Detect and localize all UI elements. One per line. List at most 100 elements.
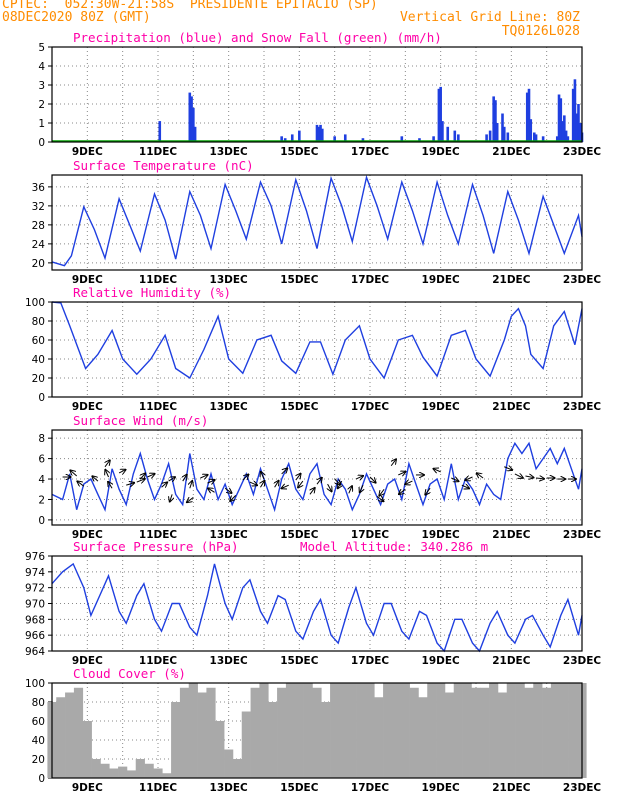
cloud-xtick-label: 17DEC bbox=[351, 782, 390, 794]
temp-ytick-label: 28 bbox=[32, 220, 45, 232]
precip-bar bbox=[501, 113, 504, 142]
precip-ytick-label: 5 bbox=[38, 42, 45, 54]
wind-arrow bbox=[465, 477, 473, 480]
precip-bar bbox=[321, 128, 324, 142]
wind-arrow bbox=[310, 488, 315, 495]
cloud-bar bbox=[462, 683, 472, 778]
pres-ytick-label: 972 bbox=[25, 583, 45, 595]
rh-ytick-label: 80 bbox=[32, 316, 45, 328]
wind-arrow bbox=[398, 472, 405, 475]
precip-bar bbox=[573, 79, 577, 142]
cloud-bar bbox=[65, 692, 75, 778]
cloud-bar bbox=[383, 683, 393, 778]
temp-xtick-label: 21DEC bbox=[492, 274, 531, 286]
temp-xtick-label: 11DEC bbox=[139, 274, 178, 286]
cloud-ytick-label: 0 bbox=[38, 773, 45, 785]
cloud-bar bbox=[197, 692, 207, 778]
cloud-bar bbox=[347, 683, 357, 778]
wind-arrow bbox=[183, 475, 187, 482]
panel-pres: Surface Pressure (hPa) Model Altitude: 34… bbox=[25, 539, 601, 667]
wind-arrow bbox=[399, 489, 406, 494]
cloud-bar bbox=[559, 683, 569, 778]
cloud-bar bbox=[524, 687, 534, 778]
wind-xtick-label: 15DEC bbox=[280, 529, 319, 541]
precip-bar bbox=[575, 113, 578, 142]
wind-ytick-label: 2 bbox=[38, 494, 45, 506]
pres-ytick-label: 970 bbox=[25, 599, 45, 611]
precip-bar bbox=[343, 134, 347, 142]
cloud-bar bbox=[444, 692, 455, 778]
wind-xtick-label: 17DEC bbox=[351, 529, 390, 541]
wind-arrow bbox=[70, 470, 78, 477]
wind-arrow bbox=[275, 481, 279, 488]
precip-bar bbox=[298, 130, 301, 142]
cloud-bar bbox=[206, 687, 216, 778]
precip-ytick-label: 3 bbox=[38, 80, 45, 92]
precip-bar bbox=[485, 134, 488, 142]
precip-xtick-label: 13DEC bbox=[210, 146, 249, 158]
wind-arrow bbox=[261, 472, 264, 480]
wind-arrow bbox=[525, 476, 533, 478]
temp-series-line bbox=[51, 174, 583, 267]
cloud-bar bbox=[285, 683, 296, 778]
wind-arrow bbox=[355, 476, 363, 479]
cloud-bar bbox=[330, 683, 340, 778]
wind-frame bbox=[51, 429, 583, 526]
precip-bar bbox=[527, 88, 531, 142]
cloud-bar bbox=[400, 683, 410, 778]
cloud-xtick-label: 15DEC bbox=[280, 782, 319, 794]
wind-arrow bbox=[360, 484, 363, 492]
cloud-bar bbox=[436, 683, 446, 778]
rh-title: Relative Humidity (%) bbox=[73, 285, 231, 300]
wind-arrow bbox=[405, 481, 413, 484]
wind-arrow bbox=[230, 495, 237, 501]
precip-bar bbox=[333, 136, 336, 142]
cloud-xtick-label: 21DEC bbox=[492, 782, 531, 794]
rh-xtick-label: 11DEC bbox=[139, 401, 178, 413]
cloud-bar bbox=[374, 697, 384, 778]
precip-bar bbox=[577, 104, 580, 142]
cloud-xtick-label: 19DEC bbox=[422, 782, 461, 794]
cloud-bar bbox=[321, 702, 331, 778]
precip-bar bbox=[502, 126, 506, 142]
temp-xtick-label: 17DEC bbox=[351, 274, 390, 286]
wind-arrow bbox=[514, 474, 523, 478]
cloud-ytick-label: 60 bbox=[32, 716, 45, 728]
header-model-code: TQ0126L028 bbox=[501, 24, 580, 39]
panel-temp: Surface Temperature (nC) 20 24 28 32 36 9DEC 11… bbox=[32, 158, 602, 286]
cloud-bar bbox=[480, 687, 490, 778]
cloud-bar bbox=[338, 683, 349, 778]
cloud-bar bbox=[135, 759, 145, 778]
precip-bar bbox=[418, 138, 421, 142]
cloud-bar bbox=[232, 759, 243, 778]
header-date: 08DEC2020 80Z (GMT) bbox=[2, 10, 151, 25]
precip-bar bbox=[188, 92, 192, 142]
precip-ytick-label: 0 bbox=[38, 137, 45, 149]
wind-xtick-label: 19DEC bbox=[422, 529, 461, 541]
wind-ytick-label: 0 bbox=[38, 515, 45, 527]
cloud-bar bbox=[489, 683, 499, 778]
wind-ytick-label: 6 bbox=[38, 454, 45, 466]
wind-arrow bbox=[168, 477, 175, 481]
precip-bar bbox=[563, 115, 566, 142]
rh-ytick-label: 20 bbox=[32, 373, 45, 385]
precip-bar bbox=[571, 88, 575, 142]
wind-xtick-label: 9DEC bbox=[72, 529, 103, 541]
temp-xtick-label: 19DEC bbox=[422, 274, 461, 286]
wind-arrow bbox=[477, 473, 484, 478]
wind-xtick-label: 11DEC bbox=[139, 529, 178, 541]
cloud-bar bbox=[365, 683, 375, 778]
precip-bar bbox=[488, 130, 492, 142]
temp-ytick-label: 24 bbox=[32, 239, 46, 251]
cloud-bar bbox=[515, 683, 525, 778]
cloud-frame bbox=[51, 682, 583, 779]
wind-arrow bbox=[147, 474, 154, 477]
cloud-ytick-label: 100 bbox=[25, 678, 45, 690]
pres-title: Surface Pressure (hPa) bbox=[73, 539, 239, 554]
precip-bar bbox=[400, 136, 404, 142]
wind-xtick-label: 13DEC bbox=[210, 529, 249, 541]
cloud-bar bbox=[91, 759, 101, 778]
wind-arrow bbox=[433, 469, 441, 472]
rh-xtick-label: 21DEC bbox=[492, 401, 531, 413]
